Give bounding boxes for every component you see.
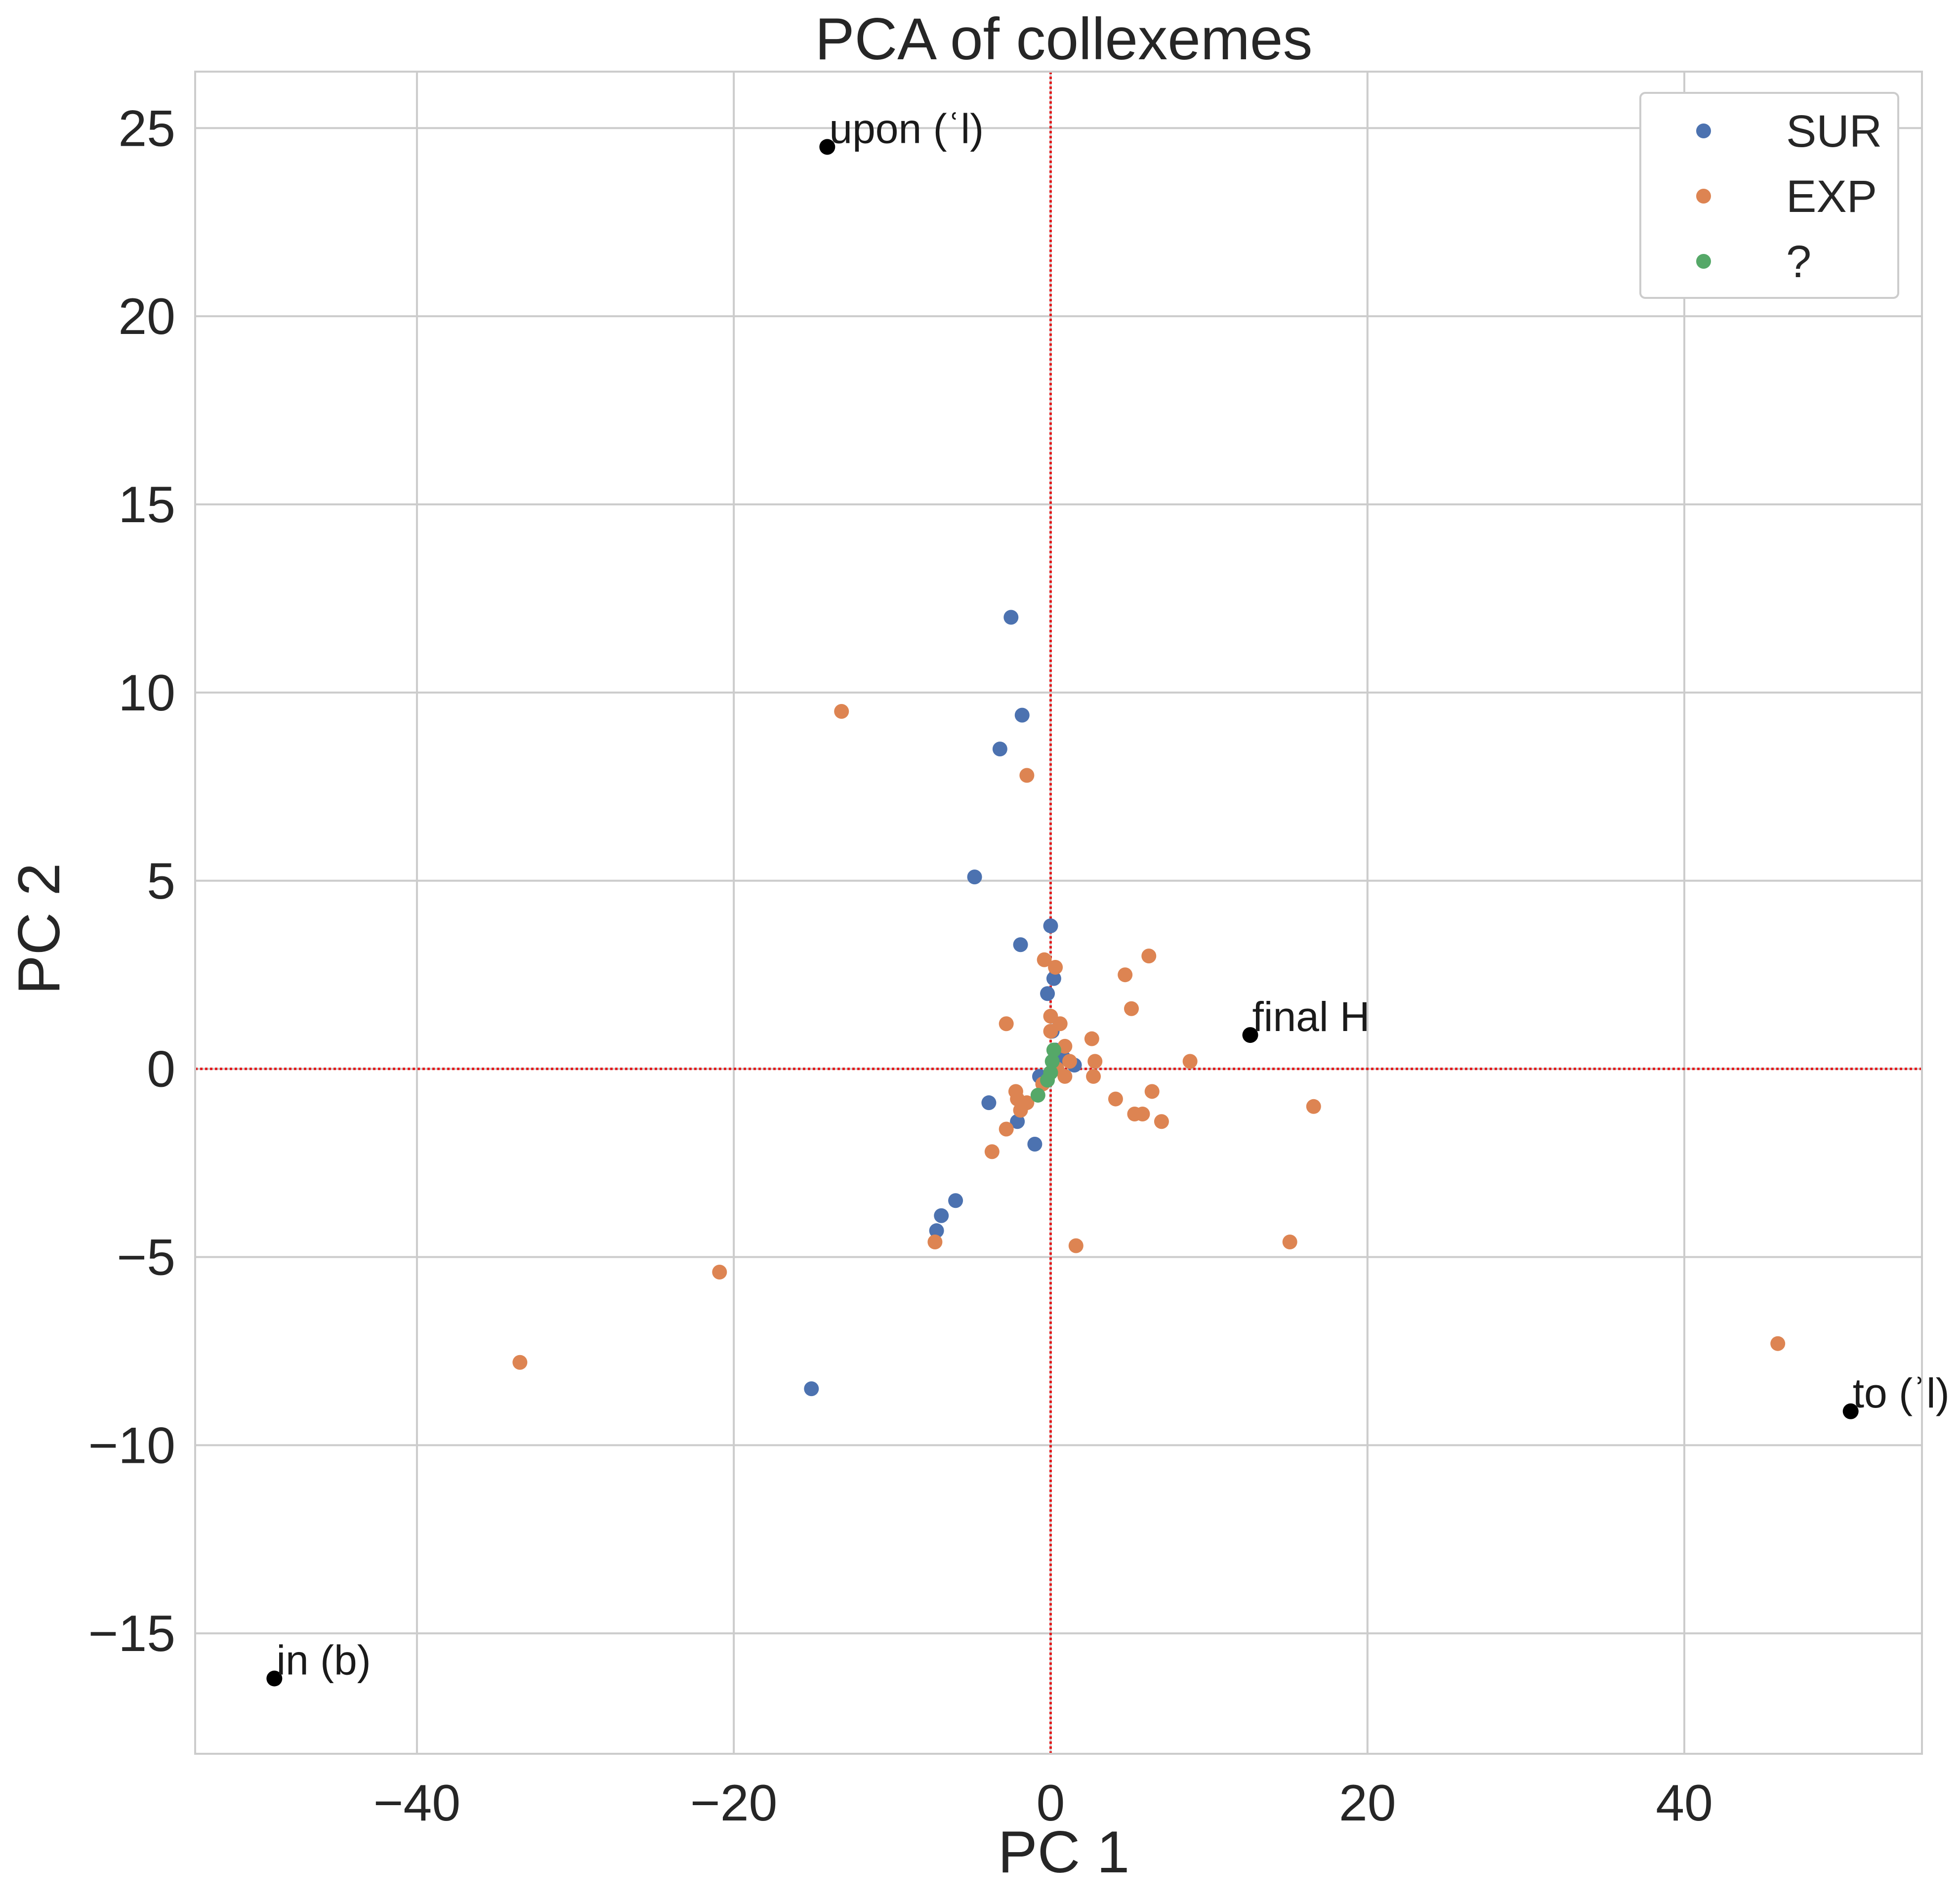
data-point bbox=[1306, 1099, 1321, 1114]
data-point bbox=[967, 869, 982, 885]
y-tick-label: 0 bbox=[147, 1041, 175, 1098]
annotation-point bbox=[266, 1670, 283, 1687]
data-point bbox=[934, 1208, 949, 1223]
x-axis-title: PC 1 bbox=[998, 1819, 1130, 1885]
annotation-point bbox=[1242, 1027, 1258, 1043]
data-point bbox=[1048, 959, 1063, 975]
annotation-label: in (b) bbox=[276, 1637, 371, 1684]
data-point bbox=[1086, 1069, 1101, 1084]
x-tick-labels: −40 −20 0 20 40 bbox=[374, 1775, 1713, 1832]
legend-marker bbox=[1696, 189, 1711, 204]
x-tick-label: −20 bbox=[690, 1775, 777, 1832]
reference-lines bbox=[195, 72, 1922, 1754]
annotations: upon (ʿl) final H to (ʾl) in (b) bbox=[266, 105, 1950, 1687]
annotation-point bbox=[819, 139, 835, 155]
data-point bbox=[1084, 1031, 1099, 1046]
data-point bbox=[1044, 1054, 1060, 1069]
data-point bbox=[1182, 1054, 1198, 1069]
data-point bbox=[1087, 1054, 1103, 1069]
data-point bbox=[1141, 949, 1157, 964]
data-point bbox=[1124, 1001, 1139, 1016]
legend-label: ? bbox=[1786, 237, 1811, 287]
x-tick-label: 40 bbox=[1656, 1775, 1713, 1832]
data-point bbox=[1154, 1114, 1169, 1129]
data-point bbox=[948, 1193, 963, 1208]
data-point bbox=[999, 1121, 1014, 1137]
legend-marker bbox=[1696, 124, 1711, 138]
data-point bbox=[1037, 952, 1052, 967]
data-point bbox=[1003, 610, 1019, 625]
data-point bbox=[1144, 1084, 1160, 1099]
legend-label: EXP bbox=[1786, 171, 1877, 222]
data-point bbox=[1010, 1114, 1025, 1129]
x-tick-label: 0 bbox=[1037, 1775, 1065, 1832]
data-point bbox=[999, 1016, 1014, 1032]
legend-marker bbox=[1696, 254, 1711, 269]
data-point bbox=[1014, 707, 1030, 723]
y-tick-label: 15 bbox=[118, 476, 175, 534]
annotation-label: final H bbox=[1252, 993, 1370, 1040]
legend: SUR EXP? bbox=[1639, 92, 1899, 299]
data-point bbox=[712, 1264, 727, 1280]
data-point bbox=[927, 1235, 943, 1250]
data-point bbox=[834, 703, 849, 719]
data-point bbox=[512, 1355, 528, 1370]
data-points bbox=[512, 610, 1786, 1397]
y-tick-label: 20 bbox=[118, 288, 175, 345]
y-tick-label: 5 bbox=[147, 853, 175, 910]
data-point bbox=[1040, 986, 1055, 1001]
data-point bbox=[1057, 1069, 1073, 1084]
data-point bbox=[1135, 1107, 1150, 1122]
data-point bbox=[1062, 1054, 1077, 1069]
annotation-label: upon (ʿl) bbox=[829, 105, 984, 152]
data-point bbox=[1118, 967, 1133, 983]
data-point bbox=[929, 1223, 944, 1239]
y-tick-label: 10 bbox=[118, 664, 175, 722]
x-tick-label: −40 bbox=[374, 1775, 460, 1832]
y-tick-label: −15 bbox=[88, 1605, 175, 1662]
data-point bbox=[1046, 971, 1061, 986]
plot-area-frame bbox=[194, 71, 1923, 1755]
series-2 bbox=[1030, 1042, 1061, 1103]
y-tick-labels: −15 −10 −5 0 5 10 15 20 25 bbox=[88, 100, 175, 1662]
data-point bbox=[1013, 937, 1028, 952]
data-point bbox=[992, 742, 1007, 757]
y-axis-title: PC 2 bbox=[6, 863, 72, 995]
data-point bbox=[1019, 768, 1035, 783]
data-point bbox=[1770, 1336, 1786, 1351]
chart-title: PCA of collexemes bbox=[815, 6, 1312, 72]
annotation-point bbox=[1842, 1403, 1859, 1419]
y-tick-label: −5 bbox=[117, 1229, 175, 1286]
y-tick-label: −10 bbox=[88, 1417, 175, 1474]
x-tick-label: 20 bbox=[1339, 1775, 1396, 1832]
legend-label: SUR bbox=[1786, 106, 1882, 157]
series-1 bbox=[512, 703, 1786, 1370]
data-point bbox=[1108, 1091, 1123, 1107]
legend-entries: SUR EXP? bbox=[1696, 106, 1882, 287]
data-point bbox=[804, 1381, 819, 1397]
data-point bbox=[981, 1095, 997, 1111]
data-point bbox=[1282, 1235, 1297, 1250]
data-point bbox=[1046, 1042, 1061, 1058]
data-point bbox=[984, 1144, 1000, 1159]
data-point bbox=[1030, 1087, 1045, 1103]
data-point bbox=[1043, 918, 1058, 934]
data-point bbox=[1013, 1103, 1028, 1118]
data-point bbox=[1043, 1024, 1058, 1039]
legend-box bbox=[1639, 92, 1899, 299]
data-point bbox=[1068, 1238, 1084, 1253]
data-point bbox=[1040, 1073, 1055, 1088]
y-tick-label: 25 bbox=[118, 100, 175, 157]
annotation-label: to (ʾl) bbox=[1853, 1370, 1950, 1416]
data-point bbox=[1027, 1136, 1043, 1152]
